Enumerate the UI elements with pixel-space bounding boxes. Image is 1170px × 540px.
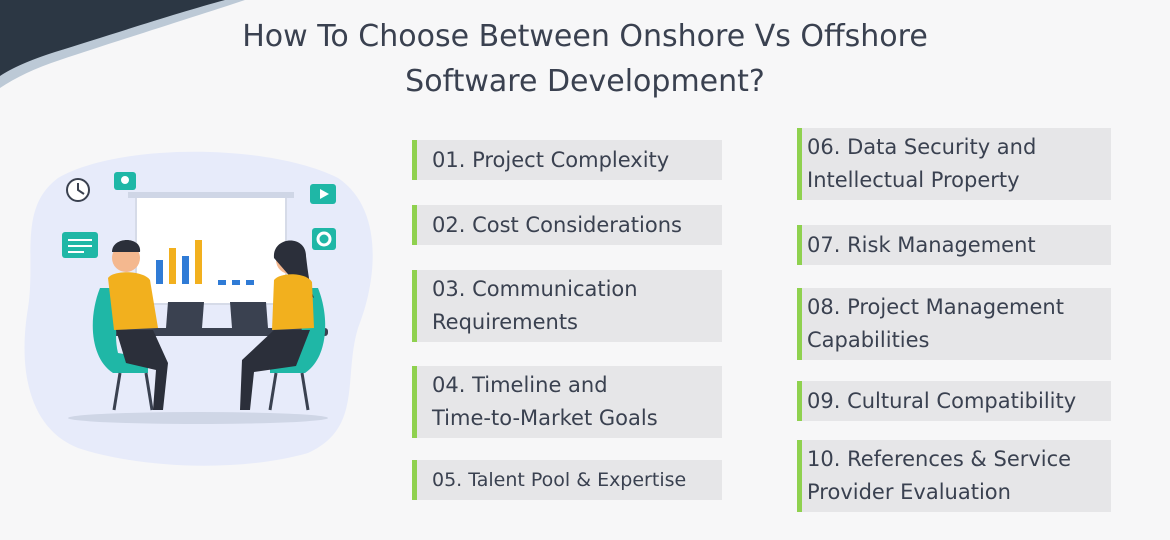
factor-03-card: 03. Communication Requirements — [412, 270, 722, 342]
page-title: How To Choose Between Onshore Vs Offshor… — [150, 14, 1020, 104]
factor-09-label: 09. Cultural Compatibility — [807, 388, 1077, 413]
play-icon — [310, 184, 336, 204]
title-line-2: Software Development? — [405, 64, 765, 99]
factor-07-card: 07. Risk Management — [797, 225, 1111, 265]
factor-04-label: 04. Timeline and Time-to-Market Goals — [432, 373, 658, 430]
factor-10-card: 10. References & Service Provider Evalua… — [797, 440, 1111, 512]
factor-02-label: 02. Cost Considerations — [432, 212, 682, 237]
factor-06-card: 06. Data Security and Intellectual Prope… — [797, 128, 1111, 200]
document-icon — [62, 232, 98, 258]
factor-06-label: 06. Data Security and Intellectual Prope… — [807, 135, 1037, 192]
factor-05-card: 05. Talent Pool & Expertise — [412, 460, 722, 500]
factor-04-card: 04. Timeline and Time-to-Market Goals — [412, 366, 722, 438]
team-meeting-illustration — [24, 151, 373, 466]
factor-09-card: 09. Cultural Compatibility — [797, 381, 1111, 421]
whiteboard — [135, 195, 287, 305]
factor-03-label: 03. Communication Requirements — [432, 277, 638, 334]
location-pin-icon — [114, 172, 136, 190]
clock-icon — [66, 178, 90, 202]
factor-08-label: 08. Project Management Capabilities — [807, 295, 1064, 352]
laptop-icon — [166, 302, 268, 328]
factor-01-label: 01. Project Complexity — [432, 147, 670, 172]
factor-01-card: 01. Project Complexity — [412, 140, 722, 180]
factor-08-card: 08. Project Management Capabilities — [797, 288, 1111, 360]
factor-10-label: 10. References & Service Provider Evalua… — [807, 447, 1072, 504]
title-line-1: How To Choose Between Onshore Vs Offshor… — [242, 19, 928, 54]
decorative-corner-wave — [0, 0, 245, 88]
bar-chart-icon — [156, 240, 254, 285]
gear-icon — [312, 228, 336, 250]
factor-07-label: 07. Risk Management — [807, 232, 1036, 257]
factor-05-label: 05. Talent Pool & Expertise — [432, 468, 687, 491]
factor-02-card: 02. Cost Considerations — [412, 205, 722, 245]
